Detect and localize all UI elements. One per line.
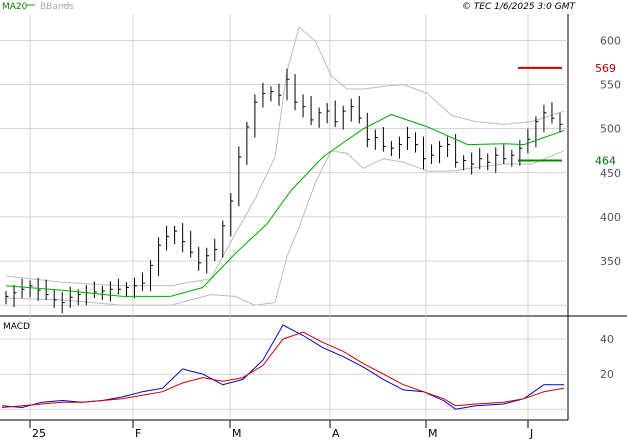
price-bars [5,68,563,314]
macd-lines [1,324,565,410]
macd-y-tick-40: 40 [600,333,614,346]
ma20-legend: MA20 [2,2,28,12]
price-y-tick-350: 350 [600,255,621,268]
support-resistance-levels: 569 464 [518,62,616,167]
price-y-tick-550: 550 [600,79,621,92]
x-tick-label: M [232,427,242,440]
support-label: 464 [595,154,616,167]
ma20-line [5,114,565,297]
price-y-tick-500: 500 [600,123,621,136]
price-y-tick-600: 600 [600,34,621,47]
bbands-legend: BBands [40,2,74,12]
bollinger-band-lower [5,150,565,306]
axis-ticks: 350 400 450 500 550 600 20 40 25 F M A M J [29,34,621,440]
x-tick-label: M [428,427,438,440]
bollinger-bands [5,26,565,306]
macd-y-tick-20: 20 [600,368,614,381]
copyright-text: © TEC 1/6/2025 3:0 GMT [462,2,577,12]
x-tick-label: J [529,427,533,440]
bollinger-band-upper [5,26,565,287]
x-tick-label: F [135,427,141,440]
macd-series-line [1,324,564,410]
price-y-tick-450: 450 [600,167,621,180]
x-tick-label: A [332,427,340,440]
signal-series-line [1,331,565,408]
resistance-label: 569 [595,62,616,75]
x-tick-label: 25 [32,427,46,440]
price-y-tick-400: 400 [600,211,621,224]
grid-layer [0,14,568,420]
ma20-series-line [5,114,565,297]
macd-panel-label: MACD [3,322,30,332]
